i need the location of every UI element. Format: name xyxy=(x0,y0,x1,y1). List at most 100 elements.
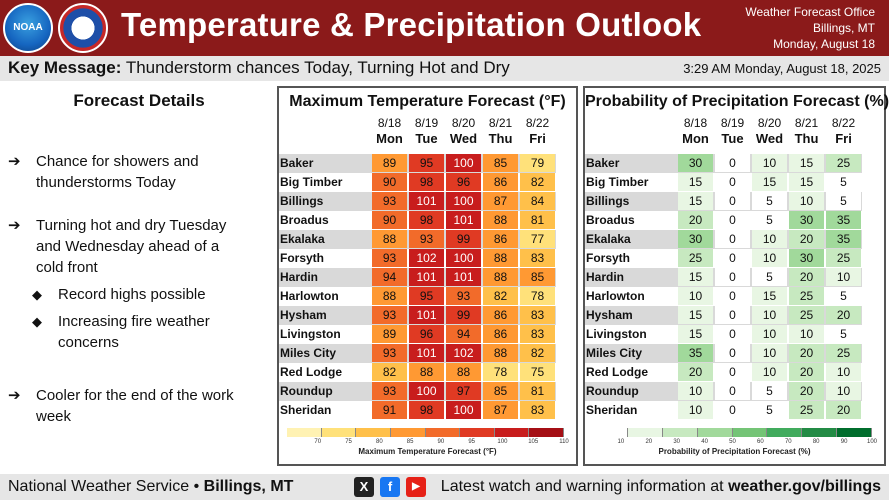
detail-subitem-2-line-1: Increasing fire weather xyxy=(58,313,210,330)
issue-timestamp: 3:29 AM Monday, August 18, 2025 xyxy=(683,61,881,76)
pop-value-cell: 25 xyxy=(789,401,824,419)
pop-value-cell: 5 xyxy=(826,192,861,210)
office-line-3: Monday, August 18 xyxy=(773,37,875,51)
pop-legend-swatch xyxy=(662,428,698,437)
temp-location-label: Roundup xyxy=(280,384,333,398)
office-line-1: Weather Forecast Office xyxy=(745,5,875,19)
temp-date-header: 8/21 xyxy=(488,116,513,130)
pop-value-cell: 30 xyxy=(678,230,713,248)
temp-day-header: Thu xyxy=(488,131,513,146)
temp-value-cell: 89 xyxy=(372,154,407,172)
temp-value-cell: 101 xyxy=(409,268,444,286)
pop-value-cell: 10 xyxy=(789,325,824,343)
temp-value-cell: 88 xyxy=(483,211,518,229)
header-banner: NOAA Temperature & Precipitation Outlook… xyxy=(0,0,889,56)
temp-day-header: Fri xyxy=(529,131,546,146)
temp-legend-tick: 85 xyxy=(406,439,414,445)
diamond-icon: ◆ xyxy=(32,287,42,302)
temp-value-cell: 88 xyxy=(483,249,518,267)
pop-date-header: 8/19 xyxy=(720,116,745,130)
pop-location-label: Billings xyxy=(586,194,630,208)
temp-value-cell: 85 xyxy=(520,268,555,286)
detail-subitem-1: ◆ Record highs possible xyxy=(32,284,268,305)
temp-value-cell: 94 xyxy=(372,268,407,286)
temp-legend-swatch xyxy=(390,428,426,437)
x-social-icon[interactable]: X xyxy=(354,477,374,497)
pop-value-cell: 20 xyxy=(826,306,861,324)
pop-value-cell: 35 xyxy=(826,211,861,229)
temp-value-cell: 86 xyxy=(483,306,518,324)
pop-location-label: Harlowton xyxy=(586,289,645,303)
pop-value-cell: 5 xyxy=(826,325,861,343)
temp-value-cell: 99 xyxy=(446,306,481,324)
temp-date-header: 8/22 xyxy=(525,116,550,130)
temp-legend-tick: 70 xyxy=(314,439,322,445)
pop-legend-swatch xyxy=(767,428,803,437)
temp-legend-swatch xyxy=(356,428,391,437)
pop-value-cell: 25 xyxy=(789,306,824,324)
footer-url-link[interactable]: weather.gov/billings xyxy=(728,478,881,495)
temp-value-cell: 90 xyxy=(372,173,407,191)
temp-value-cell: 86 xyxy=(483,173,518,191)
pop-legend-tick: 60 xyxy=(757,439,764,445)
pop-legend-tick: 50 xyxy=(729,439,736,445)
pop-legend-tick: 80 xyxy=(812,439,820,445)
pop-value-cell: 30 xyxy=(678,154,713,172)
pop-value-cell: 20 xyxy=(789,363,824,381)
detail-item-1: ➔ Chance for showers and thunderstorms T… xyxy=(8,151,266,193)
pop-value-cell: 25 xyxy=(826,249,861,267)
temp-value-cell: 88 xyxy=(372,230,407,248)
pop-value-cell: 30 xyxy=(789,211,824,229)
temp-value-cell: 78 xyxy=(520,287,555,305)
pop-legend-swatch xyxy=(697,428,733,437)
temp-location-label: Hysham xyxy=(280,308,327,322)
temp-value-cell: 100 xyxy=(409,382,444,400)
pop-legend-tick: 40 xyxy=(701,439,708,445)
temp-location-label: Miles City xyxy=(280,346,337,360)
temp-location-label: Sheridan xyxy=(280,403,332,417)
pop-value-cell: 20 xyxy=(678,211,713,229)
pop-value-cell: 0 xyxy=(715,382,750,400)
footer-latest-info: Latest watch and warning information at … xyxy=(441,478,881,496)
temp-value-cell: 95 xyxy=(409,154,444,172)
pop-value-cell: 5 xyxy=(752,401,787,419)
pop-day-header: Wed xyxy=(755,131,784,146)
temp-value-cell: 84 xyxy=(520,192,555,210)
pop-value-cell: 10 xyxy=(678,287,713,305)
pop-value-cell: 10 xyxy=(752,325,787,343)
pop-location-label: Livingston xyxy=(586,327,647,341)
temp-value-cell: 88 xyxy=(446,363,481,381)
temp-legend-tick: 110 xyxy=(559,439,569,445)
pop-value-cell: 0 xyxy=(715,344,750,362)
temp-value-cell: 100 xyxy=(446,249,481,267)
pop-location-label: Ekalaka xyxy=(586,232,631,246)
key-message-bar: Key Message: Thunderstorm chances Today,… xyxy=(0,56,889,81)
pop-location-label: Big Timber xyxy=(586,175,649,189)
temp-legend-swatch xyxy=(460,428,495,437)
pop-value-cell: 25 xyxy=(678,249,713,267)
key-message-label: Key Message: xyxy=(8,58,122,77)
temp-date-header: 8/18 xyxy=(377,116,402,130)
detail-item-1-line-1: Chance for showers and xyxy=(36,153,199,170)
arrow-icon: ➔ xyxy=(8,387,21,404)
facebook-icon[interactable]: f xyxy=(380,477,400,497)
pop-value-cell: 10 xyxy=(826,268,861,286)
temp-legend-tick: 75 xyxy=(345,439,352,445)
temp-legend-title: Maximum Temperature Forecast (°F) xyxy=(358,447,497,456)
detail-item-2-line-1: Turning hot and dry Tuesday xyxy=(36,217,227,234)
temp-value-cell: 88 xyxy=(483,268,518,286)
temp-value-cell: 82 xyxy=(372,363,407,381)
footer-org: National Weather Service • Billings, MT xyxy=(8,478,293,496)
pop-value-cell: 25 xyxy=(826,154,861,172)
temp-value-cell: 101 xyxy=(446,268,481,286)
temp-day-header: Tue xyxy=(415,131,438,146)
pop-value-cell: 25 xyxy=(789,287,824,305)
temp-legend-tick: 90 xyxy=(437,439,445,445)
pop-legend-tick: 20 xyxy=(645,439,653,445)
pop-value-cell: 10 xyxy=(826,382,861,400)
pop-value-cell: 15 xyxy=(678,192,713,210)
pop-value-cell: 0 xyxy=(715,192,750,210)
pop-legend-swatch xyxy=(837,428,872,437)
temp-value-cell: 98 xyxy=(409,211,444,229)
youtube-icon[interactable]: ▶ xyxy=(406,477,426,497)
